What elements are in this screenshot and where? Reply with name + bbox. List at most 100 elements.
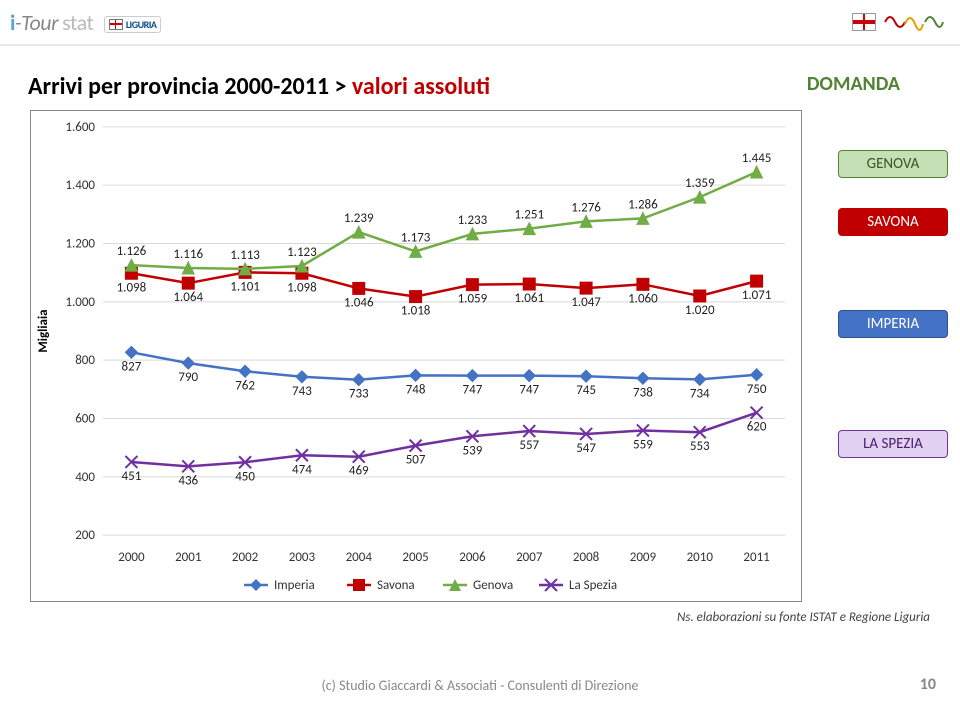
logo-itour: i-Tourstat LIGURIA bbox=[10, 9, 161, 36]
data-label: 547 bbox=[576, 441, 596, 456]
series-marker bbox=[637, 278, 649, 290]
x-tick-label: 2011 bbox=[743, 550, 769, 565]
liguria-badge: LIGURIA bbox=[104, 16, 162, 33]
data-label: 1.018 bbox=[401, 304, 431, 319]
series-marker bbox=[751, 275, 763, 287]
legend-label: Savona bbox=[377, 578, 415, 593]
header: i-Tourstat LIGURIA bbox=[0, 0, 960, 46]
x-tick-label: 2006 bbox=[459, 550, 486, 565]
data-label: 790 bbox=[178, 370, 198, 385]
series-line bbox=[131, 172, 756, 269]
series-marker bbox=[523, 370, 535, 382]
y-tick-label: 400 bbox=[75, 470, 95, 485]
y-tick-label: 200 bbox=[75, 528, 95, 543]
series-marker bbox=[410, 369, 422, 381]
data-label: 743 bbox=[292, 384, 312, 399]
series-marker bbox=[751, 166, 763, 178]
series-marker bbox=[466, 279, 478, 291]
legend-label: Genova bbox=[473, 578, 513, 593]
data-label: 747 bbox=[519, 383, 539, 398]
y-axis-title: Migliaia bbox=[36, 309, 51, 352]
series-marker bbox=[694, 373, 706, 385]
data-label: 1.173 bbox=[401, 230, 431, 245]
y-tick-label: 1.000 bbox=[65, 295, 95, 310]
x-tick-label: 2010 bbox=[687, 550, 714, 565]
data-label: 1.046 bbox=[344, 295, 374, 310]
y-tick-label: 1.200 bbox=[65, 237, 95, 252]
series-marker bbox=[580, 282, 592, 294]
flag-icon bbox=[852, 13, 876, 31]
page-number: 10 bbox=[920, 675, 936, 694]
data-label: 734 bbox=[690, 386, 710, 401]
x-tick-label: 2001 bbox=[175, 550, 201, 565]
series-badge: LA SPEZIA bbox=[838, 430, 948, 458]
y-tick-label: 600 bbox=[75, 412, 95, 427]
series-marker bbox=[523, 278, 535, 290]
data-label: 559 bbox=[633, 437, 653, 452]
source-note: Ns. elaborazioni su fonte ISTAT e Region… bbox=[30, 610, 930, 625]
data-label: 1.123 bbox=[287, 245, 317, 260]
series-marker bbox=[751, 369, 763, 381]
data-label: 1.071 bbox=[742, 288, 772, 303]
data-label: 762 bbox=[235, 378, 255, 393]
series-badge: GENOVA bbox=[838, 150, 948, 178]
header-right bbox=[852, 4, 950, 40]
series-line bbox=[131, 272, 756, 296]
data-label: 1.020 bbox=[685, 303, 715, 318]
liguria-flag-icon bbox=[109, 19, 123, 30]
data-label: 747 bbox=[463, 383, 483, 398]
x-tick-label: 2002 bbox=[232, 550, 259, 565]
data-label: 1.116 bbox=[173, 247, 203, 262]
dancers-icon bbox=[880, 4, 950, 40]
data-label: 733 bbox=[349, 387, 369, 402]
x-tick-label: 2007 bbox=[516, 550, 543, 565]
data-label: 1.060 bbox=[628, 291, 658, 306]
data-label: 1.061 bbox=[514, 291, 544, 306]
data-label: 557 bbox=[519, 438, 539, 453]
x-tick-label: 2000 bbox=[118, 550, 145, 565]
series-marker bbox=[296, 371, 308, 383]
data-label: 1.286 bbox=[628, 197, 658, 212]
data-label: 748 bbox=[406, 382, 426, 397]
legend-label: La Spezia bbox=[569, 578, 617, 593]
series-badge: IMPERIA bbox=[838, 310, 948, 338]
series-marker bbox=[353, 374, 365, 386]
series-marker bbox=[125, 346, 137, 358]
page-title: Arrivi per provincia 2000-2011 > valori … bbox=[28, 72, 490, 101]
series-marker bbox=[466, 370, 478, 382]
series-marker bbox=[694, 191, 706, 203]
data-label: 745 bbox=[576, 383, 596, 398]
data-label: 451 bbox=[122, 469, 142, 484]
x-tick-label: 2009 bbox=[630, 550, 657, 565]
line-chart: Migliaia2004006008001.0001.2001.4001.600… bbox=[31, 111, 801, 601]
section-label: DOMANDA bbox=[807, 72, 900, 96]
series-marker bbox=[637, 372, 649, 384]
data-label: 553 bbox=[690, 439, 710, 454]
data-label: 1.098 bbox=[287, 280, 317, 295]
series-marker bbox=[410, 291, 422, 303]
data-label: 1.101 bbox=[230, 279, 260, 294]
data-label: 539 bbox=[463, 443, 483, 458]
data-label: 450 bbox=[235, 469, 255, 484]
data-label: 750 bbox=[747, 382, 767, 397]
data-label: 474 bbox=[292, 462, 312, 477]
series-line bbox=[131, 352, 756, 379]
series-marker bbox=[580, 370, 592, 382]
series-line bbox=[131, 413, 756, 467]
data-label: 1.445 bbox=[742, 151, 772, 166]
data-label: 1.064 bbox=[173, 290, 203, 305]
data-label: 1.059 bbox=[458, 292, 488, 307]
series-marker bbox=[182, 357, 194, 369]
data-label: 1.233 bbox=[458, 213, 488, 228]
series-marker bbox=[239, 365, 251, 377]
series-badge: SAVONA bbox=[838, 208, 948, 236]
series-marker bbox=[182, 277, 194, 289]
data-label: 469 bbox=[349, 464, 369, 479]
series-marker bbox=[694, 290, 706, 302]
data-label: 507 bbox=[406, 453, 426, 468]
y-tick-label: 1.400 bbox=[65, 178, 95, 193]
data-label: 1.113 bbox=[230, 248, 260, 263]
chart-frame: Migliaia2004006008001.0001.2001.4001.600… bbox=[30, 110, 802, 602]
series-marker bbox=[353, 226, 365, 238]
x-tick-label: 2003 bbox=[289, 550, 316, 565]
